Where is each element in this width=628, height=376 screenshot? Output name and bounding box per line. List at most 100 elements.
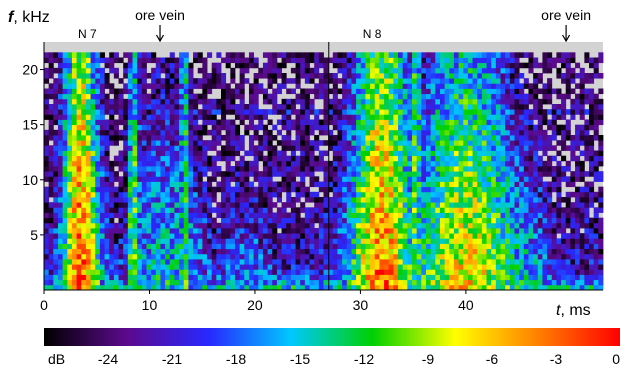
heatmap-cell bbox=[384, 166, 390, 172]
heatmap-cell bbox=[425, 140, 432, 146]
heatmap-cell bbox=[439, 264, 446, 270]
heatmap-cell bbox=[276, 88, 282, 95]
heatmap-cell bbox=[481, 129, 487, 136]
heatmap-cell bbox=[146, 98, 152, 105]
heatmap-cell bbox=[300, 73, 306, 79]
heatmap-cell bbox=[183, 114, 189, 120]
heatmap-cell bbox=[71, 135, 78, 141]
heatmap-cell bbox=[216, 202, 222, 208]
heatmap-cell bbox=[444, 186, 450, 193]
heatmap-cell bbox=[118, 88, 124, 95]
heatmap-cell bbox=[575, 197, 581, 203]
heatmap-cell bbox=[202, 83, 208, 89]
heatmap-cell bbox=[155, 78, 161, 84]
heatmap-cell bbox=[523, 176, 529, 182]
heatmap-cell bbox=[160, 129, 166, 136]
heatmap-cell bbox=[174, 253, 180, 260]
heatmap-cell bbox=[523, 274, 529, 281]
heatmap-cell bbox=[211, 78, 217, 84]
heatmap-cell bbox=[491, 150, 497, 157]
heatmap-cell bbox=[533, 248, 539, 255]
heatmap-cell bbox=[547, 109, 553, 115]
heatmap-cell bbox=[57, 274, 64, 281]
heatmap-cell bbox=[230, 217, 236, 224]
heatmap-cell bbox=[412, 274, 418, 281]
heatmap-cell bbox=[500, 109, 506, 115]
heatmap-cell bbox=[95, 104, 101, 110]
heatmap-cell bbox=[351, 135, 357, 141]
heatmap-cell bbox=[360, 114, 366, 120]
heatmap-cell bbox=[183, 52, 189, 58]
heatmap-cell bbox=[109, 228, 115, 234]
heatmap-cell bbox=[99, 197, 105, 203]
heatmap-cell bbox=[439, 119, 446, 126]
heatmap-cell bbox=[183, 140, 189, 146]
heatmap-cell bbox=[542, 67, 548, 74]
heatmap-cell bbox=[332, 171, 338, 177]
heatmap-cell bbox=[239, 109, 245, 115]
heatmap-cell bbox=[561, 212, 567, 219]
heatmap-cell bbox=[370, 274, 376, 281]
heatmap-cell bbox=[542, 253, 548, 260]
heatmap-cell bbox=[360, 67, 366, 74]
heatmap-cell bbox=[44, 160, 50, 167]
heatmap-cell bbox=[537, 104, 543, 110]
heatmap-cell bbox=[365, 119, 371, 126]
heatmap-cell bbox=[258, 191, 264, 198]
heatmap-cell bbox=[328, 243, 334, 250]
heatmap-cell bbox=[155, 222, 161, 229]
heatmap-cell bbox=[234, 222, 241, 229]
heatmap-cell bbox=[407, 171, 413, 177]
heatmap-cell bbox=[314, 284, 320, 291]
heatmap-cell bbox=[132, 78, 138, 84]
heatmap-cell bbox=[528, 155, 534, 162]
heatmap-cell bbox=[216, 62, 222, 69]
heatmap-cell bbox=[332, 253, 338, 260]
heatmap-cell bbox=[48, 166, 54, 172]
heatmap-cell bbox=[62, 150, 68, 157]
heatmap-cell bbox=[113, 233, 119, 239]
heatmap-cell bbox=[370, 171, 376, 177]
heatmap-cell bbox=[500, 129, 506, 136]
heatmap-cell bbox=[123, 207, 129, 213]
heatmap-cell bbox=[575, 109, 581, 115]
heatmap-cell bbox=[561, 284, 567, 291]
heatmap-cell bbox=[477, 253, 483, 260]
heatmap-cell bbox=[351, 274, 357, 281]
heatmap-cell bbox=[370, 52, 376, 58]
heatmap-cell bbox=[570, 259, 576, 265]
heatmap-cell bbox=[514, 67, 520, 74]
heatmap-cell bbox=[169, 248, 175, 255]
heatmap-cell bbox=[272, 274, 278, 281]
heatmap-cell bbox=[486, 284, 492, 291]
heatmap-cell bbox=[146, 171, 152, 177]
heatmap-cell bbox=[286, 109, 292, 115]
heatmap-cell bbox=[505, 166, 511, 172]
heatmap-cell bbox=[570, 233, 576, 239]
heatmap-cell bbox=[81, 129, 87, 136]
heatmap-cell bbox=[379, 233, 385, 239]
heatmap-cell bbox=[565, 264, 571, 270]
heatmap-cell bbox=[290, 160, 296, 167]
heatmap-cell bbox=[509, 212, 515, 219]
heatmap-cell bbox=[295, 129, 301, 136]
heatmap-cell bbox=[221, 73, 227, 79]
heatmap-cell bbox=[537, 238, 543, 244]
heatmap-cell bbox=[127, 171, 133, 177]
heatmap-cell bbox=[193, 140, 199, 146]
heatmap-cell bbox=[62, 207, 68, 213]
heatmap-cell bbox=[155, 176, 161, 182]
heatmap-cell bbox=[575, 233, 581, 239]
heatmap-cell bbox=[439, 88, 446, 95]
heatmap-cell bbox=[300, 104, 306, 110]
heatmap-cell bbox=[356, 119, 362, 126]
heatmap-cell bbox=[393, 88, 399, 95]
heatmap-cell bbox=[188, 238, 194, 244]
heatmap-cell bbox=[439, 78, 446, 84]
heatmap-cell bbox=[174, 119, 180, 126]
heatmap-cell bbox=[188, 104, 194, 110]
heatmap-cell bbox=[323, 191, 329, 198]
heatmap-cell bbox=[160, 269, 166, 275]
heatmap-cell bbox=[188, 83, 194, 89]
heatmap-cell bbox=[351, 259, 357, 265]
